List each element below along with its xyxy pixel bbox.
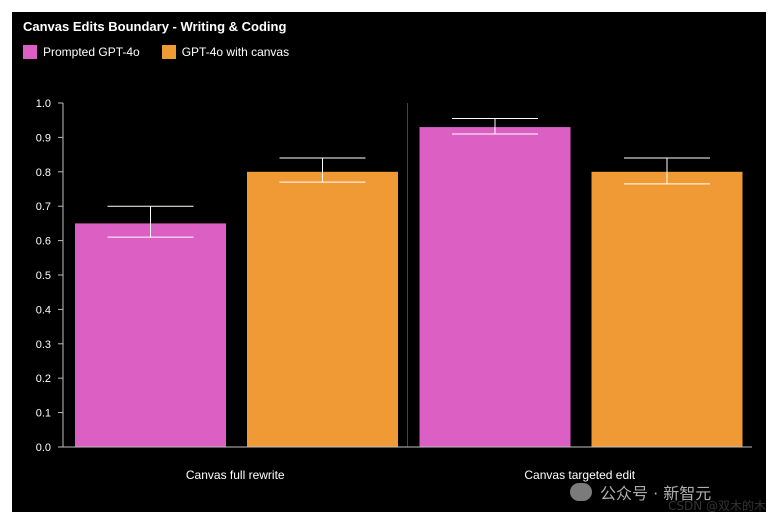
y-tick-label: 0.9 — [36, 132, 51, 144]
watermark: 公众号 · 新智元 — [570, 480, 711, 504]
legend-item-series-2: GPT-4o with canvas — [161, 45, 290, 59]
legend-label-series-1: Prompted GPT-4o — [43, 45, 140, 59]
y-tick-label: 0.5 — [36, 270, 51, 282]
y-tick-label: 0.0 — [36, 442, 51, 454]
y-tick-label: 0.2 — [36, 373, 51, 385]
chart-title: Canvas Edits Boundary - Writing & Coding — [23, 19, 287, 34]
footer-credit: CSDN @双木的木 — [667, 499, 766, 513]
legend-item-series-1: Prompted GPT-4o — [23, 45, 140, 59]
y-tick-label: 0.1 — [36, 408, 51, 420]
y-tick-label: 0.3 — [36, 339, 51, 351]
y-tick-label: 0.7 — [36, 201, 51, 213]
wechat-icon — [570, 483, 592, 501]
y-tick-label: 0.6 — [36, 236, 51, 248]
x-tick-label: Canvas targeted edit — [524, 468, 635, 482]
y-tick-label: 0.4 — [36, 304, 51, 316]
bar — [419, 127, 571, 447]
chart-legend: Prompted GPT-4o GPT-4o with canvas — [23, 45, 311, 59]
watermark-text: 公众号 · 新智元 — [600, 484, 712, 503]
legend-swatch-series-2 — [161, 45, 176, 59]
bar-chart: 0.0 0.1 0.2 0.3 0.4 0.5 0.6 0.7 0.8 0.9 1.0 Canvas … — [36, 98, 752, 482]
x-tick-label: Canvas full rewrite — [186, 468, 285, 482]
bar — [75, 223, 226, 447]
y-tick-label: 0.8 — [36, 167, 51, 179]
legend-swatch-series-1 — [23, 45, 37, 59]
y-tick-label: 1.0 — [36, 98, 51, 110]
bar — [591, 171, 743, 448]
chart-panel: Canvas Edits Boundary - Writing & Coding… — [12, 12, 766, 512]
bar — [247, 171, 398, 448]
legend-label-series-2: GPT-4o with canvas — [181, 45, 290, 59]
